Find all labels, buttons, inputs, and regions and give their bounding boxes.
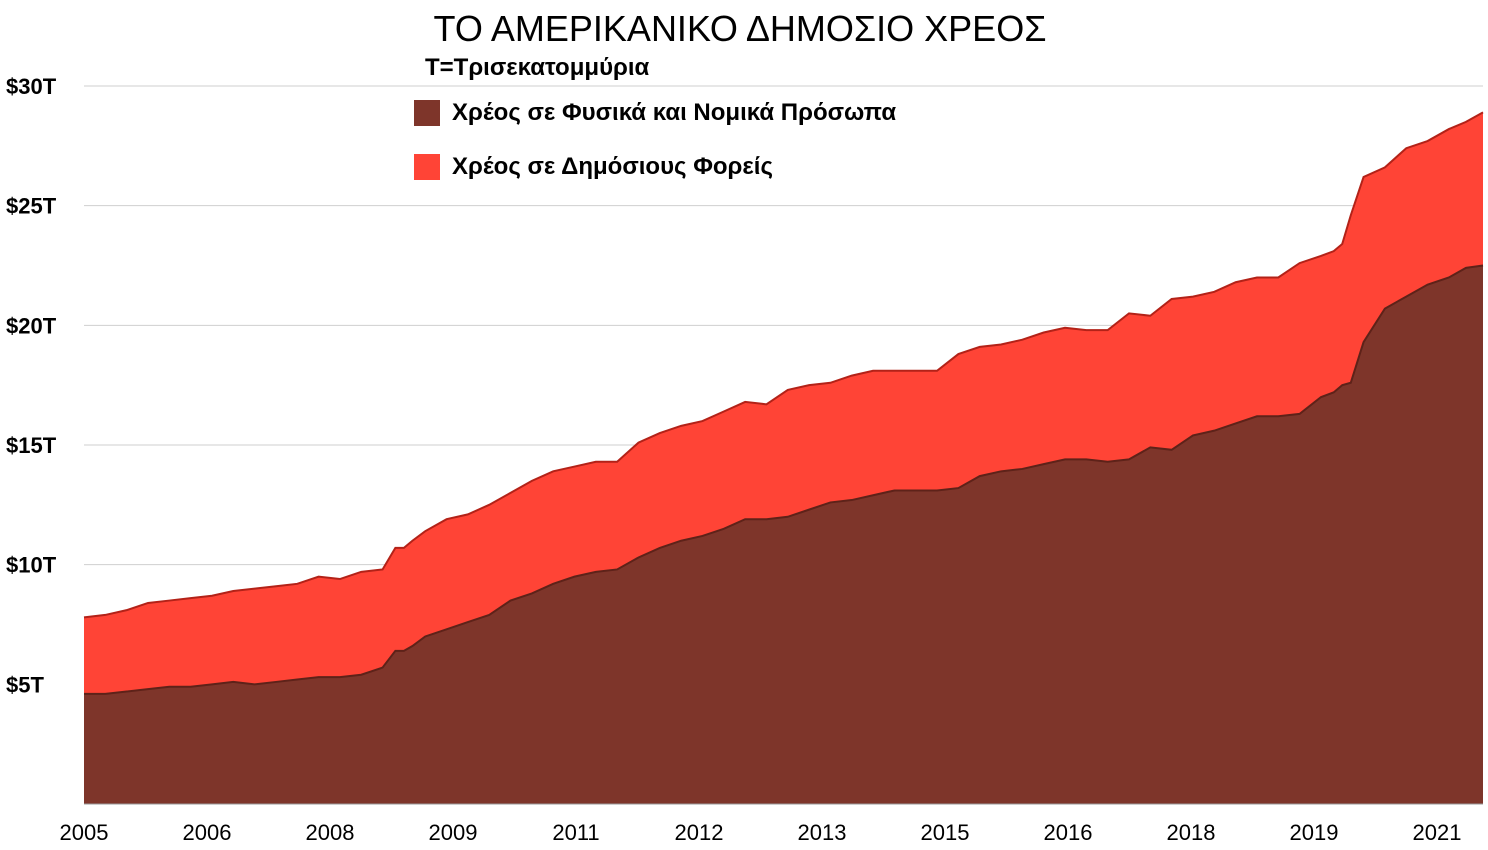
x-tick-label: 2011 — [552, 820, 599, 845]
x-tick-label: 2005 — [60, 820, 109, 845]
x-tick-label: 2016 — [1044, 820, 1093, 845]
x-tick-label: 2021 — [1413, 820, 1462, 845]
x-tick-label: 2012 — [675, 820, 724, 845]
line-total-debt — [83, 111, 1484, 619]
x-tick-label: 2006 — [183, 820, 232, 845]
legend: Χρέος σε Φυσικά και Νομικά Πρόσωπα Χρέος … — [414, 99, 896, 180]
x-tick-label: 2008 — [306, 820, 355, 845]
y-tick-label: $15T — [6, 433, 57, 458]
y-tick-label: $10T — [6, 553, 57, 578]
area-layer — [83, 111, 1484, 804]
chart-subtitle: T=Τρισεκατομμύρια — [425, 54, 650, 81]
legend-label: Χρέος σε Φυσικά και Νομικά Πρόσωπα — [452, 99, 896, 126]
x-tick-label: 2013 — [798, 820, 847, 845]
y-tick-label: $20T — [6, 313, 57, 338]
y-tick-label: $25T — [6, 194, 57, 219]
x-tick-label: 2009 — [429, 820, 478, 845]
legend-swatch — [414, 154, 440, 180]
legend-swatch — [414, 100, 440, 126]
x-tick-label: 2018 — [1167, 820, 1216, 845]
line-public-debt — [84, 264, 1484, 695]
area-intragovernmental-debt — [84, 112, 1483, 694]
area-public-debt — [84, 265, 1483, 804]
x-tick-label: 2015 — [921, 820, 970, 845]
legend-label: Χρέος σε Δημόσιους Φορείς — [452, 153, 773, 180]
x-tick-label: 2019 — [1290, 820, 1339, 845]
y-tick-label: $30T — [6, 74, 57, 99]
y-tick-label: $5T — [6, 672, 44, 697]
axis-layer: $5T $10T $15T $20T $25T $30T 2005 2006 2008 2009 2… — [6, 74, 1483, 845]
chart-title: ΤΟ ΑΜΕΡΙΚΑΝΙΚΟ ΔΗΜΟΣΙΟ ΧΡΕΟΣ — [433, 8, 1047, 49]
